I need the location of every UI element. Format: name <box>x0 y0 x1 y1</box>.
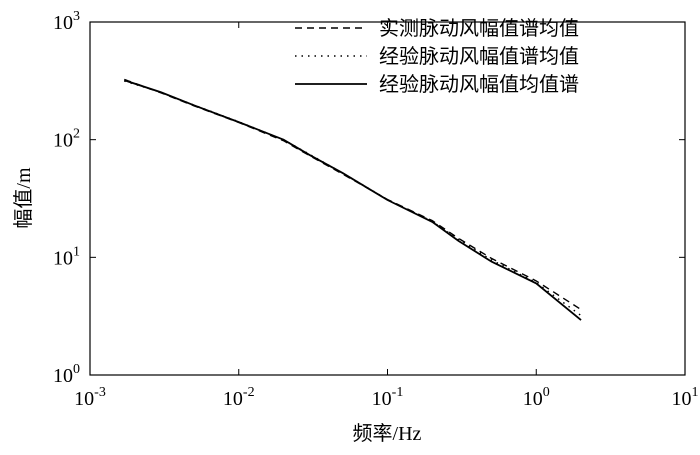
y-tick-label: 102 <box>53 127 80 152</box>
tick-base: 10 <box>372 388 392 410</box>
x-axis-label: 频率/Hz <box>353 422 422 445</box>
legend-label: 经验脉动风幅值谱均值 <box>379 45 579 68</box>
y-axis-label: 幅值/m <box>12 167 35 229</box>
y-tick-label: 101 <box>53 244 80 269</box>
tick-exponent: 2 <box>73 127 80 142</box>
tick-exponent: 0 <box>73 362 80 377</box>
x-tick-label: 100 <box>523 385 550 410</box>
x-tick-label: 10-3 <box>74 385 106 410</box>
tick-exponent: -2 <box>243 385 255 400</box>
tick-exponent: 1 <box>692 385 699 400</box>
legend-label: 经验脉动风幅值均值谱 <box>379 73 579 96</box>
series-line <box>124 78 582 311</box>
tick-base: 10 <box>53 12 73 34</box>
tick-base: 10 <box>74 388 94 410</box>
tick-base: 10 <box>53 365 73 387</box>
tick-base: 10 <box>672 388 692 410</box>
tick-exponent: -1 <box>392 385 404 400</box>
series-line <box>124 79 582 321</box>
tick-base: 10 <box>53 247 73 269</box>
y-tick-label: 103 <box>53 9 80 34</box>
tick-base: 10 <box>53 130 73 152</box>
tick-exponent: 0 <box>543 385 550 400</box>
tick-exponent: 1 <box>73 244 80 259</box>
x-tick-label: 10-1 <box>372 385 404 410</box>
tick-base: 10 <box>523 388 543 410</box>
legend-label: 实测脉动风幅值谱均值 <box>379 17 579 40</box>
tick-exponent: -3 <box>94 385 106 400</box>
y-tick-label: 100 <box>53 362 80 387</box>
series-line <box>124 80 582 317</box>
x-tick-label: 10-2 <box>223 385 255 410</box>
x-tick-label: 101 <box>672 385 699 410</box>
tick-exponent: 3 <box>73 9 80 24</box>
tick-base: 10 <box>223 388 243 410</box>
